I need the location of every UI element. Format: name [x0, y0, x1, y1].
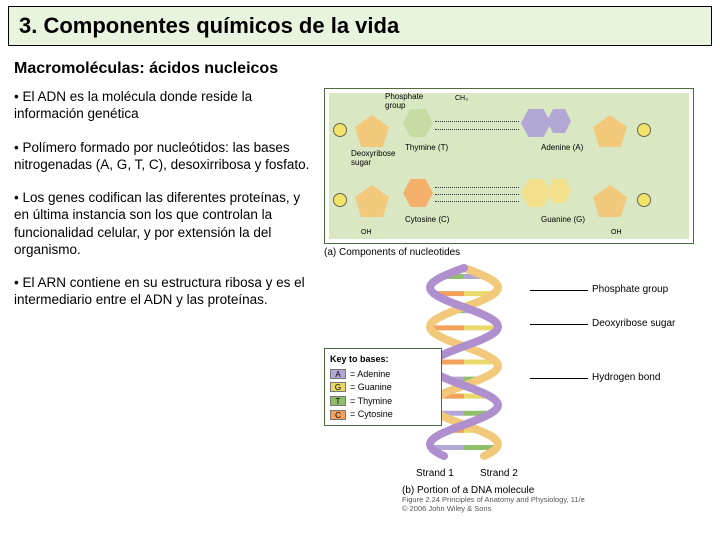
leader-line [530, 324, 588, 325]
key-name: = Cytosine [350, 408, 393, 421]
key-row: T = Thymine [330, 395, 436, 408]
key-swatch: G [330, 382, 346, 392]
key-title: Key to bases: [330, 353, 436, 366]
slide-title: 3. Componentes químicos de la vida [8, 6, 712, 46]
phosphate-icon [637, 193, 651, 207]
guanine-label: Guanine (G) [541, 215, 585, 224]
figure-credit-2: © 2006 John Wiley & Sons [402, 505, 491, 514]
content-row: • El ADN es la molécula donde reside la … [0, 88, 720, 512]
key-row: G = Guanine [330, 381, 436, 394]
slide-subtitle: Macromoléculas: ácidos nucleicos [14, 60, 720, 78]
key-name: = Adenine [350, 368, 390, 381]
phosphate-label: Phosphate group [385, 92, 423, 110]
bullet-1: • El ADN es la molécula donde reside la … [14, 88, 316, 123]
hbond-line [435, 194, 519, 195]
sugar-side-label: Deoxyribose sugar [592, 318, 675, 329]
leader-line [530, 290, 588, 291]
key-swatch: T [330, 396, 346, 406]
key-name: = Guanine [350, 381, 392, 394]
key-box: Key to bases: A = Adenine G = Guanine T = Thy… [324, 348, 442, 426]
leader-line [530, 378, 588, 379]
phosphate-icon [333, 193, 347, 207]
strand1-label: Strand 1 [416, 468, 454, 479]
ch3-label: CH₃ [455, 95, 468, 102]
phosphate-side-label: Phosphate group [592, 284, 668, 295]
bullet-3: • Los genes codifican las diferentes pro… [14, 189, 316, 258]
hbond-line [435, 187, 519, 188]
key-row: C = Cytosine [330, 408, 436, 421]
hbond-line [435, 129, 519, 130]
hbond-line [435, 121, 519, 122]
cytosine-label: Cytosine (C) [405, 215, 449, 224]
key-name: = Thymine [350, 395, 392, 408]
adenine-label: Adenine (A) [541, 143, 583, 152]
thymine-label: Thymine (T) [405, 143, 448, 152]
key-swatch: C [330, 410, 346, 420]
text-column: • El ADN es la molécula donde reside la … [14, 88, 316, 512]
panel-a-caption: (a) Components of nucleotides [324, 247, 712, 258]
deoxy-label: Deoxyribose sugar [351, 149, 395, 167]
key-swatch: A [330, 369, 346, 379]
nucleotide-panel: Phosphate group CH₃ Deoxyribose sugar Th… [324, 88, 694, 244]
figure-column: Phosphate group CH₃ Deoxyribose sugar Th… [324, 88, 712, 512]
hbond-side-label: Hydrogen bond [592, 372, 660, 383]
oh-label: OH [361, 229, 372, 236]
phosphate-icon [637, 123, 651, 137]
oh-label: OH [611, 229, 622, 236]
helix-area: Key to bases: A = Adenine G = Guanine T = Thy… [324, 262, 694, 512]
phosphate-icon [333, 123, 347, 137]
hbond-line [435, 201, 519, 202]
key-row: A = Adenine [330, 368, 436, 381]
bullet-2: • Polímero formado por nucleótidos: las … [14, 139, 316, 174]
bullet-4: • El ARN contiene en su estructura ribos… [14, 274, 316, 309]
strand2-label: Strand 2 [480, 468, 518, 479]
